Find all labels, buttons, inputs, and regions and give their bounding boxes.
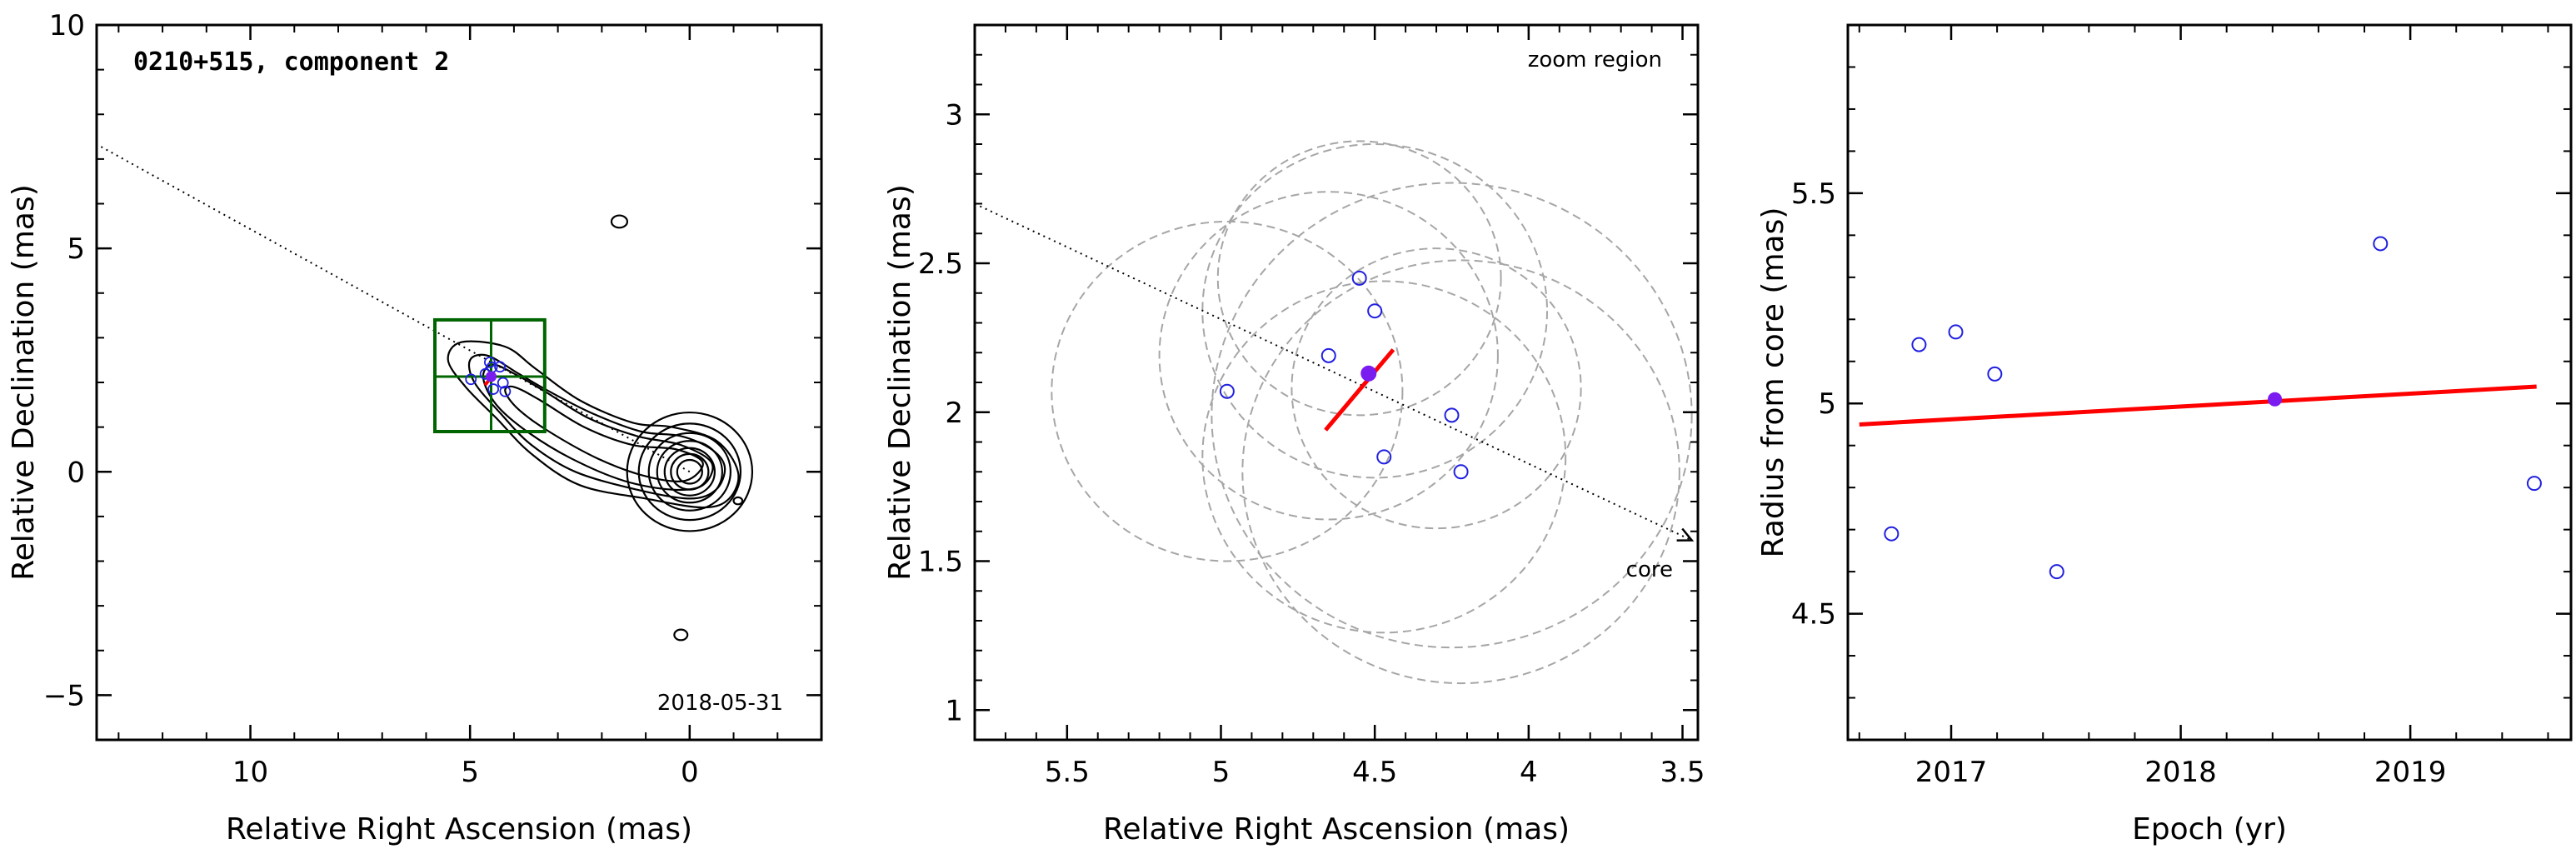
radius-x-axis-label: Epoch (yr) (2132, 812, 2287, 847)
map-marks (433, 317, 547, 433)
map-date-label: 2018-05-31 (657, 691, 783, 716)
x-tick-label: 5.5 (1045, 756, 1090, 789)
radius-ticks: 2017 2018 2019 4.5 5 5.5 (1791, 24, 2571, 789)
map-ticks: 10 5 0 −5 0 5 10 (43, 9, 822, 789)
x-tick-label: 10 (232, 756, 268, 789)
uncertainty-circle (1051, 220, 1404, 562)
radius-frame (1846, 23, 2573, 742)
core-contour (656, 440, 723, 504)
core-contour (637, 422, 742, 522)
measurement-point (1320, 347, 1336, 363)
x-tick-label: 5 (461, 756, 479, 789)
measurement-point (1884, 526, 1900, 542)
y-tick-label: 2.5 (918, 247, 963, 281)
map-title: 0210+515, component 2 (133, 47, 449, 77)
core-contour (647, 432, 732, 512)
map-y-axis-label: Relative Declination (mas) (7, 184, 41, 581)
measurement-point (465, 373, 477, 386)
direction-arrowhead (1676, 527, 1695, 542)
x-tick-label: 4 (1520, 756, 1538, 789)
zoom-region-label: zoom region (1528, 47, 1662, 72)
direction-line (975, 202, 1693, 542)
fit-line (1859, 384, 2537, 427)
measurement-point (487, 383, 500, 395)
measurement-point (1367, 303, 1383, 319)
y-tick-label: 1 (945, 694, 963, 727)
x-tick-label: 4.5 (1352, 756, 1397, 789)
contour-blob (673, 628, 689, 642)
x-tick-label: 2017 (1915, 756, 1988, 789)
map-frame (95, 23, 823, 742)
y-tick-label: 3 (945, 98, 963, 132)
radius-y-axis-label: Radius from core (mas) (1756, 207, 1790, 558)
x-tick-label: 0 (681, 756, 699, 789)
map-x-axis-label: Relative Right Ascension (mas) (226, 812, 692, 847)
y-tick-label: −5 (43, 679, 85, 712)
core-contour (626, 411, 754, 532)
x-tick-label: 2018 (2144, 756, 2217, 789)
uncertainty-circle (1290, 247, 1582, 530)
map-panel: 10 5 0 −5 0 5 10 0210+515, component 2 2018-05… (7, 9, 823, 847)
radius-marks (1859, 236, 2542, 580)
measurement-point (2526, 476, 2542, 492)
fitted-track (1324, 348, 1395, 432)
radius-panel: 2017 2018 2019 4.5 5 5.5 Epoch (yr) Radius fr… (1756, 23, 2573, 847)
uncertainty-circle (1216, 140, 1502, 417)
zoom-ticks: 5.5 5 4.5 4 3.5 1 1.5 2 2.5 3 (918, 24, 1705, 789)
fitted-position (485, 371, 497, 382)
measurement-point (1219, 383, 1235, 399)
y-tick-label: 2 (945, 397, 963, 430)
zoom-marks (975, 140, 1695, 685)
y-tick-label: 4.5 (1791, 598, 1836, 632)
contour-blob (732, 496, 744, 506)
measurement-point (1444, 407, 1460, 423)
uncertainty-circle (1211, 182, 1693, 649)
measurement-point (1948, 324, 1964, 340)
fitted-position (1360, 365, 1377, 382)
zoom-y-axis-label: Relative Declination (mas) (883, 184, 917, 581)
x-tick-label: 2019 (2374, 756, 2447, 789)
zoom-x-axis-label: Relative Right Ascension (mas) (1103, 812, 1570, 847)
y-tick-label: 1.5 (918, 546, 963, 579)
jet-contour (447, 340, 740, 509)
x-tick-label: 3.5 (1660, 756, 1705, 789)
zoom-frame (973, 23, 1700, 742)
measurement-point (1911, 337, 1927, 352)
core-contour (670, 452, 710, 491)
uncertainty-circle (1158, 191, 1499, 521)
measurement-point (2049, 564, 2064, 580)
jet-direction-line (97, 143, 691, 473)
contour-blob (610, 214, 629, 229)
y-tick-label: 5 (67, 232, 85, 266)
measurement-point (1453, 464, 1469, 480)
y-tick-label: 5.5 (1791, 177, 1836, 211)
y-tick-label: 5 (1818, 387, 1836, 421)
uncertainty-circle (1201, 143, 1549, 479)
uncertainty-circle (1201, 280, 1567, 634)
measurement-point (497, 377, 509, 389)
measurement-point (2373, 236, 2389, 252)
measurement-point (494, 361, 506, 373)
y-tick-label: 0 (67, 456, 85, 489)
fitted-point (2268, 392, 2283, 407)
jet-contour (482, 363, 714, 492)
x-tick-label: 5 (1212, 756, 1231, 789)
measurement-point (499, 385, 512, 397)
zoom-panel: 5.5 5 4.5 4 3.5 1 1.5 2 2.5 3 zoom region core Re… (883, 23, 1705, 847)
measurement-point (1351, 270, 1367, 286)
core-label: core (1626, 557, 1673, 582)
core-contour (663, 447, 716, 497)
measurement-point (1987, 366, 2003, 382)
core-contour (676, 458, 703, 485)
measurement-point (1376, 449, 1392, 465)
uncertainty-circle (1241, 259, 1680, 685)
contour-map (97, 143, 754, 642)
y-tick-label: 10 (49, 9, 85, 42)
